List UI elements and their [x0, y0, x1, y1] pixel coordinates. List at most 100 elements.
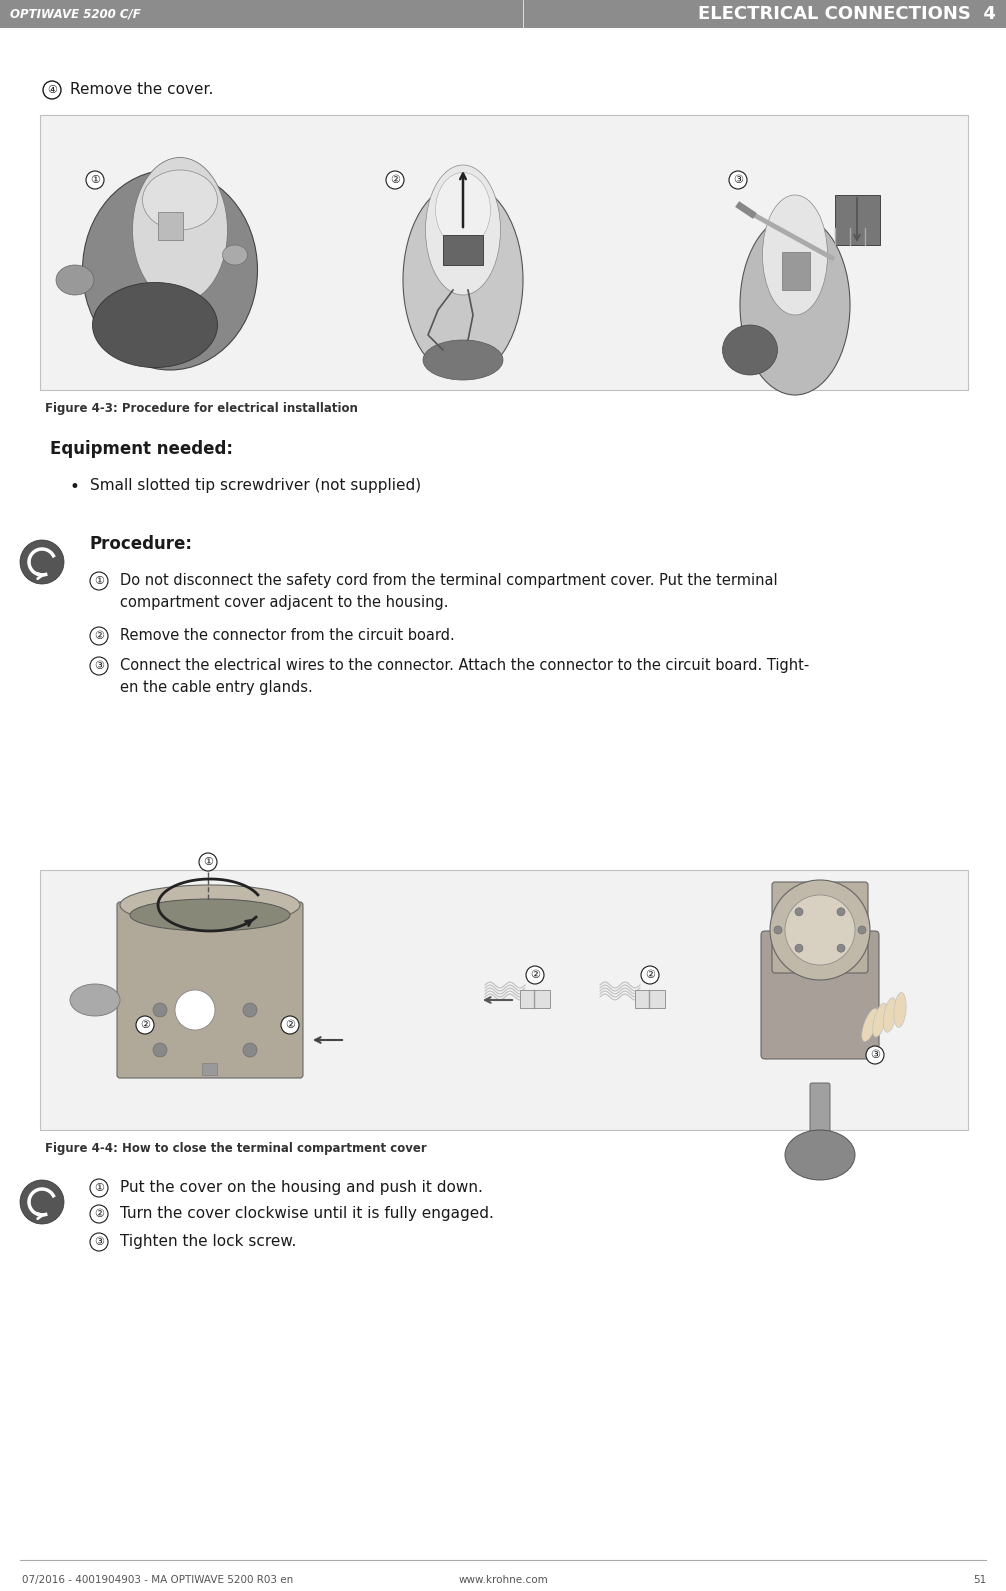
Ellipse shape: [763, 196, 828, 315]
Text: ELECTRICAL CONNECTIONS  4: ELECTRICAL CONNECTIONS 4: [698, 5, 996, 22]
Circle shape: [386, 170, 404, 189]
Ellipse shape: [785, 1130, 855, 1181]
Circle shape: [729, 170, 747, 189]
Ellipse shape: [120, 885, 300, 924]
Text: Small slotted tip screwdriver (not supplied): Small slotted tip screwdriver (not suppl…: [90, 477, 422, 493]
Text: ①: ①: [94, 1184, 104, 1193]
Text: Do not disconnect the safety cord from the terminal compartment cover. Put the t: Do not disconnect the safety cord from t…: [120, 573, 778, 589]
Text: ③: ③: [94, 1236, 104, 1247]
Text: ①: ①: [94, 576, 104, 585]
Circle shape: [136, 1017, 154, 1034]
Circle shape: [770, 880, 870, 980]
Ellipse shape: [93, 283, 217, 368]
Circle shape: [858, 926, 866, 934]
Text: compartment cover adjacent to the housing.: compartment cover adjacent to the housin…: [120, 595, 449, 609]
FancyBboxPatch shape: [40, 115, 968, 390]
Circle shape: [837, 908, 845, 916]
Text: ②: ②: [530, 971, 540, 980]
Text: Figure 4-4: How to close the terminal compartment cover: Figure 4-4: How to close the terminal co…: [45, 1142, 427, 1155]
Ellipse shape: [426, 165, 501, 294]
FancyBboxPatch shape: [761, 931, 879, 1060]
Circle shape: [641, 966, 659, 983]
Circle shape: [153, 1044, 167, 1056]
Text: www.krohne.com: www.krohne.com: [458, 1575, 548, 1585]
Circle shape: [199, 853, 217, 870]
Text: ②: ②: [285, 1020, 295, 1029]
Text: ②: ②: [94, 632, 104, 641]
Circle shape: [837, 943, 845, 951]
Text: 51: 51: [973, 1575, 986, 1585]
Circle shape: [90, 1233, 108, 1251]
Text: ①: ①: [203, 858, 213, 867]
Text: 07/2016 - 4001904903 - MA OPTIWAVE 5200 R03 en: 07/2016 - 4001904903 - MA OPTIWAVE 5200 …: [22, 1575, 294, 1585]
Ellipse shape: [436, 172, 491, 248]
FancyBboxPatch shape: [810, 1083, 830, 1177]
FancyBboxPatch shape: [40, 870, 968, 1130]
Ellipse shape: [722, 325, 778, 375]
Text: ①: ①: [90, 175, 100, 185]
Text: ②: ②: [140, 1020, 150, 1029]
Circle shape: [243, 1044, 257, 1056]
Circle shape: [526, 966, 544, 983]
FancyBboxPatch shape: [772, 881, 868, 974]
Text: Tighten the lock screw.: Tighten the lock screw.: [120, 1235, 297, 1249]
Circle shape: [43, 81, 61, 99]
Text: •: •: [70, 477, 79, 496]
Ellipse shape: [883, 998, 896, 1033]
Ellipse shape: [872, 1002, 887, 1037]
Text: Remove the cover.: Remove the cover.: [70, 83, 213, 97]
Text: ②: ②: [645, 971, 655, 980]
Ellipse shape: [894, 993, 906, 1028]
FancyBboxPatch shape: [117, 902, 303, 1079]
Text: Remove the connector from the circuit board.: Remove the connector from the circuit bo…: [120, 628, 455, 643]
Circle shape: [20, 1181, 64, 1223]
FancyBboxPatch shape: [835, 196, 880, 245]
Text: Equipment needed:: Equipment needed:: [50, 441, 233, 458]
Circle shape: [90, 627, 108, 644]
Ellipse shape: [423, 340, 503, 380]
FancyBboxPatch shape: [635, 990, 665, 1009]
Text: ③: ③: [94, 660, 104, 671]
Text: Turn the cover clockwise until it is fully engaged.: Turn the cover clockwise until it is ful…: [120, 1206, 494, 1220]
Ellipse shape: [403, 183, 523, 377]
Circle shape: [90, 1204, 108, 1223]
Text: Figure 4-3: Procedure for electrical installation: Figure 4-3: Procedure for electrical ins…: [45, 403, 358, 415]
Circle shape: [20, 539, 64, 584]
Text: Put the cover on the housing and push it down.: Put the cover on the housing and push it…: [120, 1181, 483, 1195]
Circle shape: [866, 1045, 884, 1064]
FancyBboxPatch shape: [158, 212, 183, 240]
FancyBboxPatch shape: [0, 0, 1006, 29]
Circle shape: [86, 170, 104, 189]
FancyBboxPatch shape: [202, 1063, 217, 1076]
Text: Connect the electrical wires to the connector. Attach the connector to the circu: Connect the electrical wires to the conn…: [120, 659, 809, 673]
Ellipse shape: [82, 170, 258, 371]
Circle shape: [785, 896, 855, 966]
Circle shape: [90, 573, 108, 590]
Ellipse shape: [56, 266, 94, 294]
Text: en the cable entry glands.: en the cable entry glands.: [120, 679, 313, 695]
Ellipse shape: [70, 983, 120, 1017]
Text: ③: ③: [733, 175, 743, 185]
Circle shape: [795, 943, 803, 951]
Ellipse shape: [143, 170, 217, 231]
Text: ④: ④: [47, 84, 57, 95]
Circle shape: [90, 657, 108, 675]
Circle shape: [774, 926, 782, 934]
Circle shape: [243, 1002, 257, 1017]
Text: Procedure:: Procedure:: [90, 535, 193, 554]
Circle shape: [281, 1017, 299, 1034]
Ellipse shape: [130, 899, 290, 931]
Text: ②: ②: [390, 175, 400, 185]
Text: ②: ②: [94, 1209, 104, 1219]
Circle shape: [175, 990, 215, 1029]
FancyBboxPatch shape: [782, 251, 810, 290]
Ellipse shape: [133, 158, 227, 302]
Ellipse shape: [740, 215, 850, 395]
Circle shape: [90, 1179, 108, 1196]
FancyBboxPatch shape: [520, 990, 550, 1009]
Ellipse shape: [222, 245, 247, 266]
Text: OPTIWAVE 5200 C/F: OPTIWAVE 5200 C/F: [10, 8, 141, 21]
Circle shape: [795, 908, 803, 916]
Text: ③: ③: [870, 1050, 880, 1060]
Circle shape: [153, 1002, 167, 1017]
